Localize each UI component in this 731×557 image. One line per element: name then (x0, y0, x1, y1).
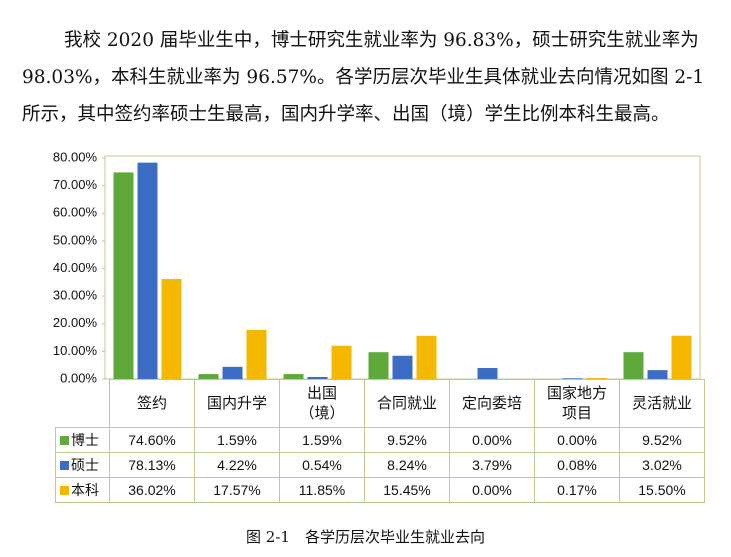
value-label: 0.17% (534, 477, 620, 503)
value-label: 11.85% (279, 477, 365, 503)
category-label: 国家地方 项目 (534, 379, 620, 428)
legend-label: 本科 (71, 482, 99, 498)
value-label: 15.45% (364, 477, 450, 503)
series-row: 硕士 78.13% 4.22% 0.54% 8.24% 3.79% 0.08% 3.02% (55, 452, 705, 478)
bar (416, 335, 437, 380)
bar (392, 355, 413, 380)
paragraph-line: 所示，其中签约率硕士生最高，国内升学率、出国（境）学生比例本科生最高。 (22, 104, 670, 125)
value-label: 0.00% (449, 427, 535, 453)
paragraph-line: 我校 2020 届毕业生中，博士研究生就业率为 96.83%，硕士研究生就业率为 (64, 30, 699, 51)
header-row: 签约 国内升学 出国 （境） 合同就业 定向委培 国家地方 项目 灵活就业 (56, 379, 705, 428)
paragraph: 我校 2020 届毕业生中，博士研究生就业率为 96.83%，硕士研究生就业率为… (22, 22, 704, 133)
value-label: 74.60% (109, 427, 195, 453)
value-label: 4.22% (194, 452, 280, 478)
legend-swatch (60, 436, 69, 445)
category-label: 灵活就业 (619, 379, 705, 428)
value-label: 78.13% (109, 452, 195, 478)
bar (137, 162, 158, 380)
y-tick-label: 70.00% (53, 177, 98, 192)
value-label: 9.52% (619, 427, 705, 453)
bar (331, 345, 352, 380)
value-label: 3.02% (619, 452, 705, 478)
value-label: 0.08% (534, 452, 620, 478)
corner-cell (56, 380, 110, 428)
legend-label: 博士 (71, 432, 99, 448)
value-label: 0.00% (534, 427, 620, 453)
y-tick-label: 80.00% (53, 149, 98, 164)
value-label: 1.59% (194, 427, 280, 453)
category-label: 出国 （境） (279, 379, 365, 428)
bar (477, 368, 498, 380)
value-label: 17.57% (194, 477, 280, 503)
plot-frame (104, 155, 701, 380)
value-label: 9.52% (364, 427, 450, 453)
category-label: 合同就业 (364, 379, 450, 428)
legend-cell: 博士 (55, 427, 110, 453)
caption: 图 2-1 各学历层次毕业生就业去向 (246, 528, 485, 546)
bar (161, 278, 182, 380)
legend-cell: 硕士 (55, 452, 110, 478)
value-label: 15.50% (619, 477, 705, 503)
bar (222, 366, 243, 380)
y-tick-label: 30.00% (53, 288, 98, 303)
legend-swatch (60, 486, 69, 495)
y-tick-label: 50.00% (53, 232, 98, 247)
data-table: 签约 国内升学 出国 （境） 合同就业 定向委培 国家地方 项目 灵活就业 博士 74.60% 1… (55, 379, 705, 503)
bar (368, 352, 389, 380)
bar (307, 377, 328, 380)
paragraph-line: 98.03%，本科生就业率为 96.57%。各学历层次毕业生具体就业去向情况如图… (22, 67, 705, 88)
legend-label: 硕士 (71, 457, 99, 473)
y-tick-label: 20.00% (53, 315, 98, 330)
category-label: 定向委培 (449, 379, 535, 428)
value-label: 36.02% (109, 477, 195, 503)
legend-swatch (60, 461, 69, 470)
value-label: 1.59% (279, 427, 365, 453)
bar (623, 352, 644, 380)
series-row: 本科 36.02% 17.57% 11.85% 15.45% 0.00% 0.17% 15.5… (55, 477, 705, 503)
y-tick-label: 10.00% (53, 343, 98, 358)
category-label: 国内升学 (194, 379, 280, 428)
y-tick-label: 60.00% (53, 205, 98, 220)
y-tick-label: 40.00% (53, 260, 98, 275)
value-label: 0.00% (449, 477, 535, 503)
value-label: 0.54% (279, 452, 365, 478)
y-tick-label: 0.00% (60, 370, 97, 385)
value-label: 3.79% (449, 452, 535, 478)
bar (671, 335, 692, 380)
category-label: 签约 (109, 379, 195, 428)
value-label: 8.24% (364, 452, 450, 478)
legend-cell: 本科 (55, 477, 110, 503)
bar (647, 370, 668, 380)
bar (246, 329, 267, 380)
bar (113, 172, 134, 380)
series-row: 博士 74.60% 1.59% 1.59% 9.52% 0.00% 0.00% 9.52% (55, 427, 705, 453)
